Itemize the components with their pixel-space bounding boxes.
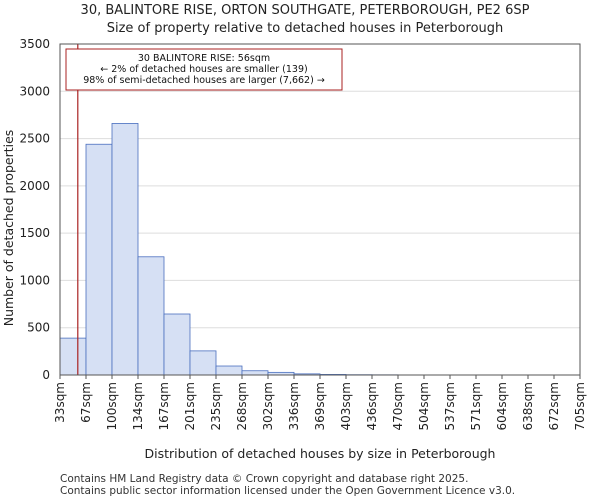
y-tick-label: 1500	[19, 226, 50, 240]
footer-line-2: Contains public sector information licen…	[60, 485, 516, 497]
x-tick-label: 268sqm	[235, 382, 249, 430]
x-tick-label: 672sqm	[547, 382, 561, 430]
x-tick-label: 470sqm	[391, 382, 405, 430]
footer-line-1: Contains HM Land Registry data © Crown c…	[60, 473, 469, 485]
annotation-box	[65, 48, 343, 91]
x-tick-label: 369sqm	[313, 382, 327, 430]
annotation-text-line: ← 2% of detached houses are smaller (139…	[100, 64, 307, 75]
x-tick-label: 504sqm	[417, 382, 431, 430]
attribution-footer: Contains HM Land Registry data © Crown c…	[60, 473, 515, 497]
x-tick-label: 134sqm	[131, 382, 145, 430]
y-tick-label: 500	[27, 321, 50, 335]
x-axis-label: Distribution of detached houses by size …	[145, 446, 496, 461]
histogram-bar	[85, 143, 113, 376]
x-tick-label: 302sqm	[261, 382, 275, 430]
x-tick-label: 336sqm	[287, 382, 301, 430]
histogram-bar	[241, 370, 269, 376]
x-tick-label: 201sqm	[183, 382, 197, 430]
histogram-bar	[163, 313, 191, 376]
x-tick-label: 235sqm	[209, 382, 223, 430]
annotation-text-line: 30 BALINTORE RISE: 56sqm	[138, 53, 270, 64]
chart-title: 30, BALINTORE RISE, ORTON SOUTHGATE, PET…	[81, 3, 530, 18]
y-tick-label: 2000	[19, 179, 50, 193]
y-tick-label: 3500	[19, 37, 50, 51]
annotation-text-line: 98% of semi-detached houses are larger (…	[83, 75, 325, 86]
x-tick-label: 67sqm	[79, 382, 93, 423]
x-tick-label: 100sqm	[105, 382, 119, 430]
x-tick-label: 638sqm	[521, 382, 535, 430]
y-tick-label: 1000	[19, 273, 50, 287]
x-tick-label: 436sqm	[365, 382, 379, 430]
histogram-bar	[137, 256, 165, 376]
x-tick-label: 705sqm	[573, 382, 587, 430]
x-tick-label: 33sqm	[53, 382, 67, 423]
y-tick-label: 3000	[19, 84, 50, 98]
x-tick-label: 604sqm	[495, 382, 509, 430]
x-tick-label: 571sqm	[469, 382, 483, 430]
histogram-bar	[189, 350, 217, 376]
y-tick-label: 2500	[19, 132, 50, 146]
histogram-bar	[59, 337, 87, 376]
y-tick-label: 0	[42, 368, 50, 382]
histogram-bar	[111, 123, 139, 376]
histogram-bar	[215, 365, 243, 376]
x-tick-label: 403sqm	[339, 382, 353, 430]
x-tick-label: 537sqm	[443, 382, 457, 430]
chart-subtitle: Size of property relative to detached ho…	[107, 21, 504, 36]
x-tick-label: 167sqm	[157, 382, 171, 430]
y-axis-label: Number of detached properties	[1, 130, 16, 327]
